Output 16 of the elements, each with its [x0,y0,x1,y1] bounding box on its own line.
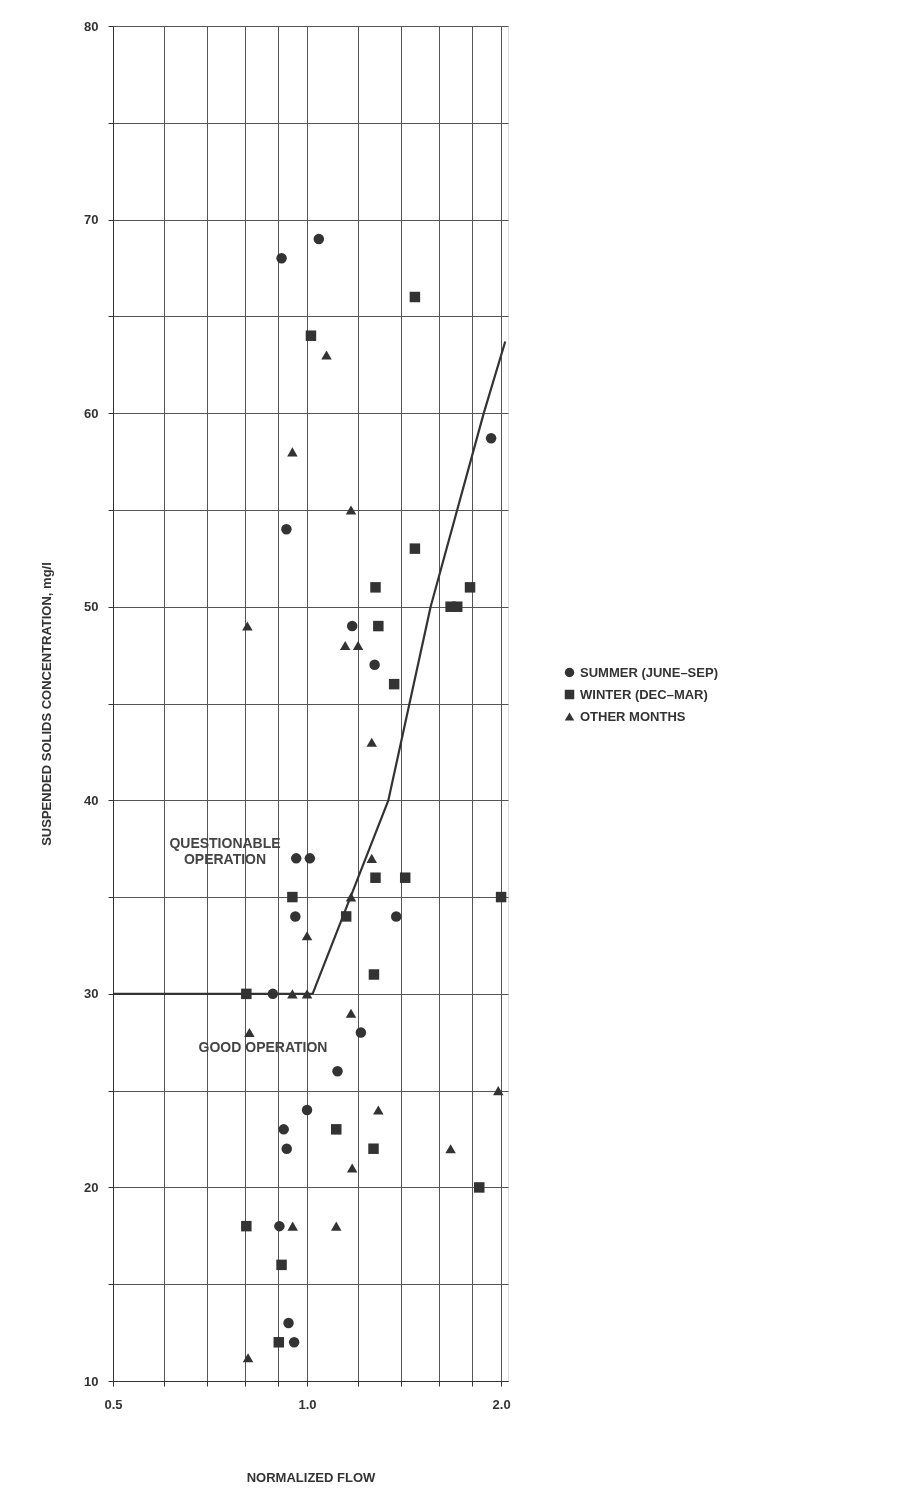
y-tick-label: 30 [84,986,99,1002]
legend-label: WINTER (DEC–MAR) [580,686,708,702]
y-tick-label: 40 [84,792,99,808]
y-tick-label: 50 [84,599,99,615]
x-tick-label: 0.5 [104,1396,123,1412]
y-tick-label: 80 [84,18,99,34]
y-axis-title: SUSPENDED SOLIDS CONCENTRATION, mg/l [39,562,55,846]
legend-label: SUMMER (JUNE–SEP) [580,664,718,680]
x-tick-label: 2.0 [492,1396,511,1412]
y-tick-label: 70 [84,212,99,228]
y-tick-label: 60 [84,405,99,421]
x-axis-title: NORMALIZED FLOW [246,1469,376,1485]
y-tick-label: 10 [84,1373,99,1389]
x-tick-label: 1.0 [298,1396,317,1412]
y-tick-label: 20 [84,1179,99,1195]
legend-label: OTHER MONTHS [580,708,686,724]
